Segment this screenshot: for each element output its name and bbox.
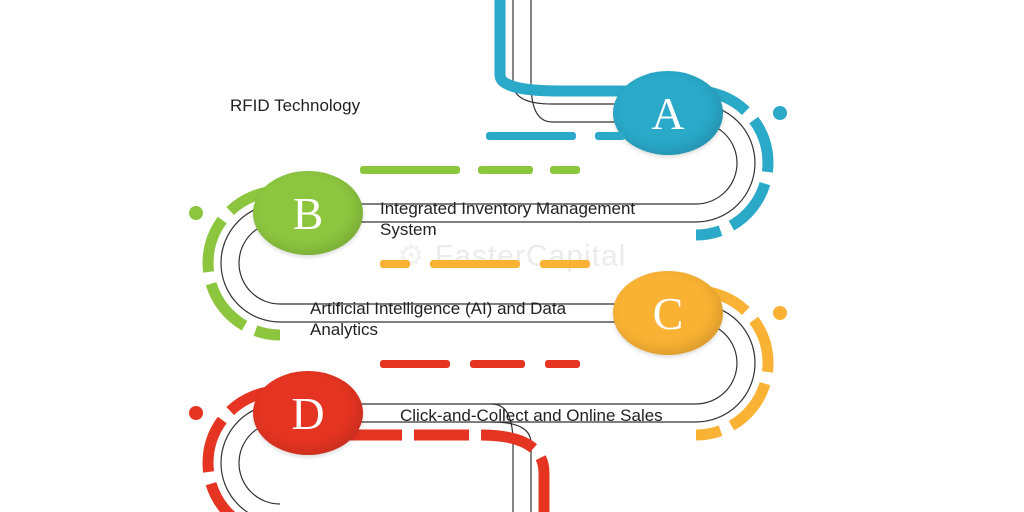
- dash-b-0: [360, 166, 460, 174]
- dash-b-2: [550, 166, 580, 174]
- node-letter: D: [291, 387, 324, 440]
- dash-c-2: [540, 260, 590, 268]
- label-a: RFID Technology: [230, 95, 490, 116]
- label-b: Integrated Inventory Management System: [380, 198, 660, 241]
- node-d: D: [253, 371, 363, 455]
- dot-a: [773, 106, 787, 120]
- dash-a-1: [595, 132, 625, 140]
- dash-d-0: [380, 360, 450, 368]
- dot-b: [189, 206, 203, 220]
- node-letter: A: [651, 87, 684, 140]
- node-letter: C: [653, 287, 684, 340]
- dash-d-2: [545, 360, 580, 368]
- infographic-canvas: FasterCapital A RFID Technology B Integrate…: [0, 0, 1024, 512]
- watermark: FasterCapital: [398, 239, 627, 274]
- label-d: Click-and-Collect and Online Sales: [400, 405, 700, 426]
- node-c: C: [613, 271, 723, 355]
- dash-c-1: [430, 260, 520, 268]
- node-letter: B: [293, 187, 324, 240]
- label-c: Artificial Intelligence (AI) and Data An…: [310, 298, 600, 341]
- track-paths: [0, 0, 1024, 512]
- dash-d-1: [470, 360, 525, 368]
- dash-b-1: [478, 166, 533, 174]
- dash-a-0: [486, 132, 576, 140]
- node-a: A: [613, 71, 723, 155]
- dot-c: [773, 306, 787, 320]
- node-b: B: [253, 171, 363, 255]
- dot-d: [189, 406, 203, 420]
- dash-c-0: [380, 260, 410, 268]
